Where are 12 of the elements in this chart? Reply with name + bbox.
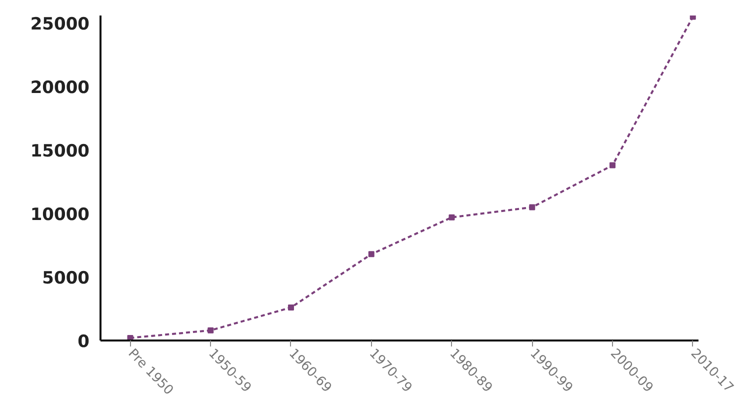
point	[288, 304, 294, 310]
y-tick-label: 25000	[30, 14, 90, 35]
point	[368, 251, 374, 258]
y-tick-label: 5000	[42, 268, 90, 289]
y-tick-label: 20000	[30, 78, 90, 98]
y-tick-label: 0	[78, 332, 90, 352]
point	[448, 214, 455, 220]
y-tick-label: 15000	[30, 142, 90, 162]
point	[208, 327, 214, 334]
point	[529, 204, 536, 210]
point	[609, 162, 616, 168]
y-tick-label: 10000	[30, 205, 90, 226]
